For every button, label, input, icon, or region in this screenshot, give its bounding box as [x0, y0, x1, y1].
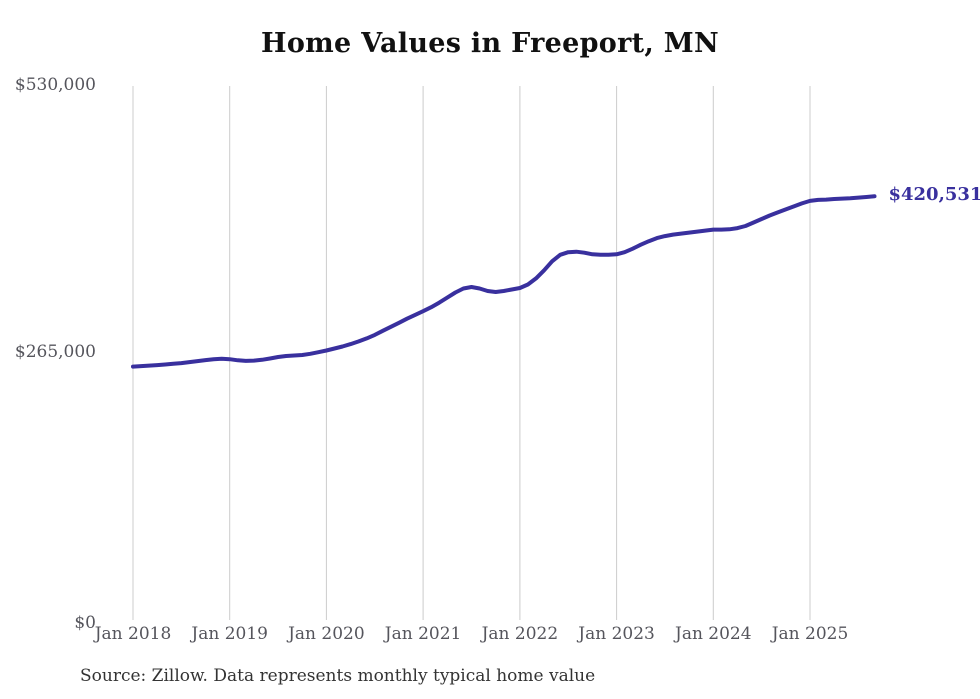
gridlines: [132, 86, 811, 620]
x-tick-jan-2021: Jan 2021: [384, 624, 462, 644]
y-tick-265000: $265,000: [14, 342, 96, 362]
y-tick-0: $0: [74, 613, 96, 633]
x-tick-jan-2018: Jan 2018: [94, 624, 172, 644]
x-tick-jan-2020: Jan 2020: [288, 624, 365, 644]
x-tick-jan-2022: Jan 2022: [481, 624, 559, 644]
x-tick-jan-2025: Jan 2025: [771, 624, 849, 644]
x-tick-jan-2019: Jan 2019: [191, 624, 268, 644]
y-tick-530000: $530,000: [14, 75, 96, 95]
x-tick-jan-2023: Jan 2023: [578, 624, 655, 644]
home-value-line: [131, 194, 877, 369]
current-value-label: $420,531: [888, 184, 980, 206]
source-note: Source: Zillow. Data represents monthly …: [80, 666, 596, 686]
x-tick-jan-2024: Jan 2024: [675, 624, 752, 644]
chart-title: Home Values in Freeport, MN: [261, 28, 719, 59]
